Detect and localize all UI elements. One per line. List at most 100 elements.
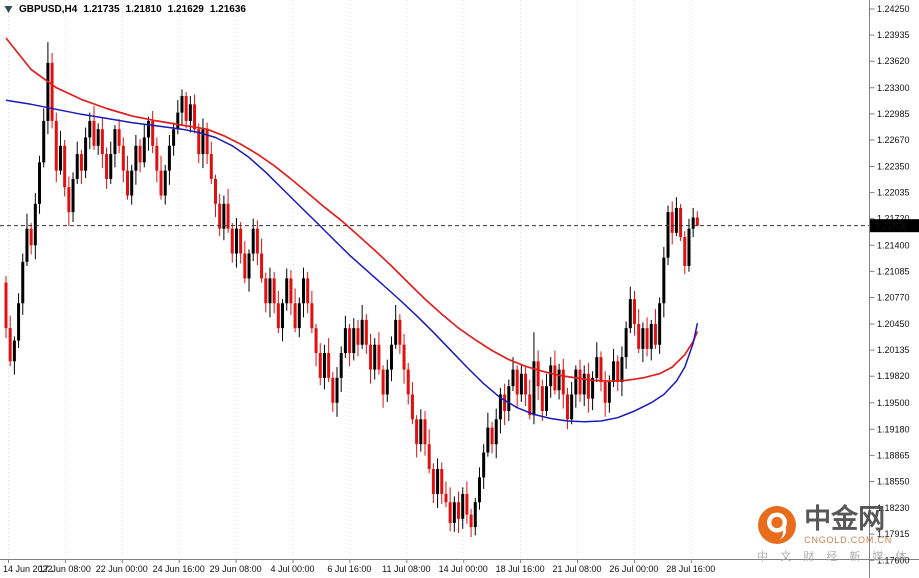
candle-body (582, 373, 586, 395)
watermark-text-block: 中金网 CNGOLD.COM.CN (804, 503, 893, 545)
candle-body (180, 96, 184, 113)
time-axis-label: 6 Jul 16:00 (327, 564, 371, 574)
candle-body (603, 382, 607, 403)
candle-body (591, 377, 595, 399)
candle-body (84, 137, 88, 171)
candle-body (679, 207, 683, 237)
candle-body (360, 319, 364, 345)
candle-body (138, 145, 142, 163)
candle-body (25, 228, 29, 262)
candle-body (226, 203, 230, 229)
candle-body (557, 369, 561, 391)
candle-body (578, 369, 582, 395)
candle-body (595, 357, 599, 378)
candle-body (402, 344, 406, 370)
candle-body (339, 353, 343, 378)
price-axis[interactable]: 1.24250 1.23935 1.23620 1.23300 1.22985 1.226… (869, 4, 910, 565)
time-axis-label: 4 Jul 00:00 (270, 564, 314, 574)
candle-body (314, 328, 318, 354)
candle-body (126, 170, 130, 196)
candle-body (465, 493, 469, 515)
candle-body (230, 228, 234, 254)
candle-body (159, 170, 163, 196)
price-axis-label: 1.20135 (877, 345, 910, 355)
candle-body (410, 394, 414, 420)
candle-body (38, 162, 42, 204)
candle-body (310, 303, 314, 329)
current-price-tag-text: 1.21636 (875, 221, 908, 231)
ohlc-open-value: 1.21735 (83, 4, 120, 15)
price-axis-label: 1.18550 (877, 477, 910, 487)
candle-body (155, 145, 159, 171)
time-axis-label: 18 Jul 16:00 (496, 564, 545, 574)
price-axis-label: 1.22670 (877, 135, 910, 145)
candle-body (561, 369, 565, 395)
candle-body (96, 129, 100, 146)
candle-body (519, 373, 523, 395)
candle-body (381, 369, 385, 395)
candle-body (247, 253, 251, 279)
time-axis-label: 21 Jul 08:00 (552, 564, 601, 574)
chart-ohlc-header: GBPUSD,H4 1.21735 1.21810 1.21629 1.2163… (4, 4, 246, 15)
candle-body (33, 203, 37, 246)
current-price-tag-bg (870, 219, 919, 233)
candle-body (100, 129, 104, 155)
candle-body (549, 365, 553, 387)
candle-body (490, 427, 494, 445)
candle-body (239, 228, 243, 254)
time-axis-label: 14 Jun 2022 (3, 564, 53, 574)
candle-body (71, 178, 75, 213)
time-axis-label: 17 Jun 08:00 (39, 564, 91, 574)
candle-body (666, 212, 670, 258)
candle-body (285, 278, 289, 304)
candle-body (356, 328, 360, 345)
price-axis-label: 1.20770 (877, 292, 910, 302)
candle-body (423, 419, 427, 445)
ma-slow-red-line (5, 37, 699, 383)
candle-body (318, 353, 322, 378)
candle-body (452, 502, 456, 523)
candle-body (205, 129, 209, 155)
time-axis-label: 24 Jun 16:00 (153, 564, 205, 574)
watermark-domain: CNGOLD.COM.CN (804, 535, 893, 545)
candle-body (58, 145, 62, 171)
candle-body (272, 278, 276, 304)
ohlc-high-value: 1.21810 (125, 4, 162, 15)
price-axis-label: 1.22035 (877, 188, 910, 198)
candle-body (616, 361, 620, 383)
candle-body (477, 477, 481, 503)
candle-body (461, 493, 465, 519)
candle-body (448, 502, 452, 523)
candle-body (67, 187, 71, 213)
candle-body (633, 299, 636, 324)
candle-body (586, 373, 590, 399)
candle-body (641, 328, 645, 349)
watermark-brand: 中金网 (804, 503, 886, 534)
candle-body (4, 282, 8, 329)
candle-body (306, 278, 310, 304)
candle-body (607, 382, 611, 403)
ohlc-low-value: 1.21629 (167, 4, 204, 15)
candle-body (343, 328, 347, 354)
candle-body (335, 377, 339, 403)
candle-body (628, 299, 632, 329)
candle-body (264, 278, 268, 304)
candle-body (172, 129, 176, 146)
candle-body (440, 469, 444, 494)
candle-body (297, 303, 301, 329)
candle-body (540, 386, 544, 412)
candle-body (645, 328, 649, 349)
candle-body (431, 469, 435, 494)
candle-body (293, 303, 297, 329)
price-axis-label: 1.23300 (877, 83, 910, 93)
candle-body (29, 228, 33, 246)
candle-body (457, 502, 461, 519)
candle-body (281, 303, 285, 329)
candles-series (4, 42, 699, 538)
candle-body (498, 394, 502, 420)
time-axis-label: 28 Jul 16:00 (666, 564, 715, 574)
candle-body (8, 328, 12, 362)
cngold-watermark: 中金网 CNGOLD.COM.CN 中 文 财 经 新 媒 体 (757, 503, 911, 564)
